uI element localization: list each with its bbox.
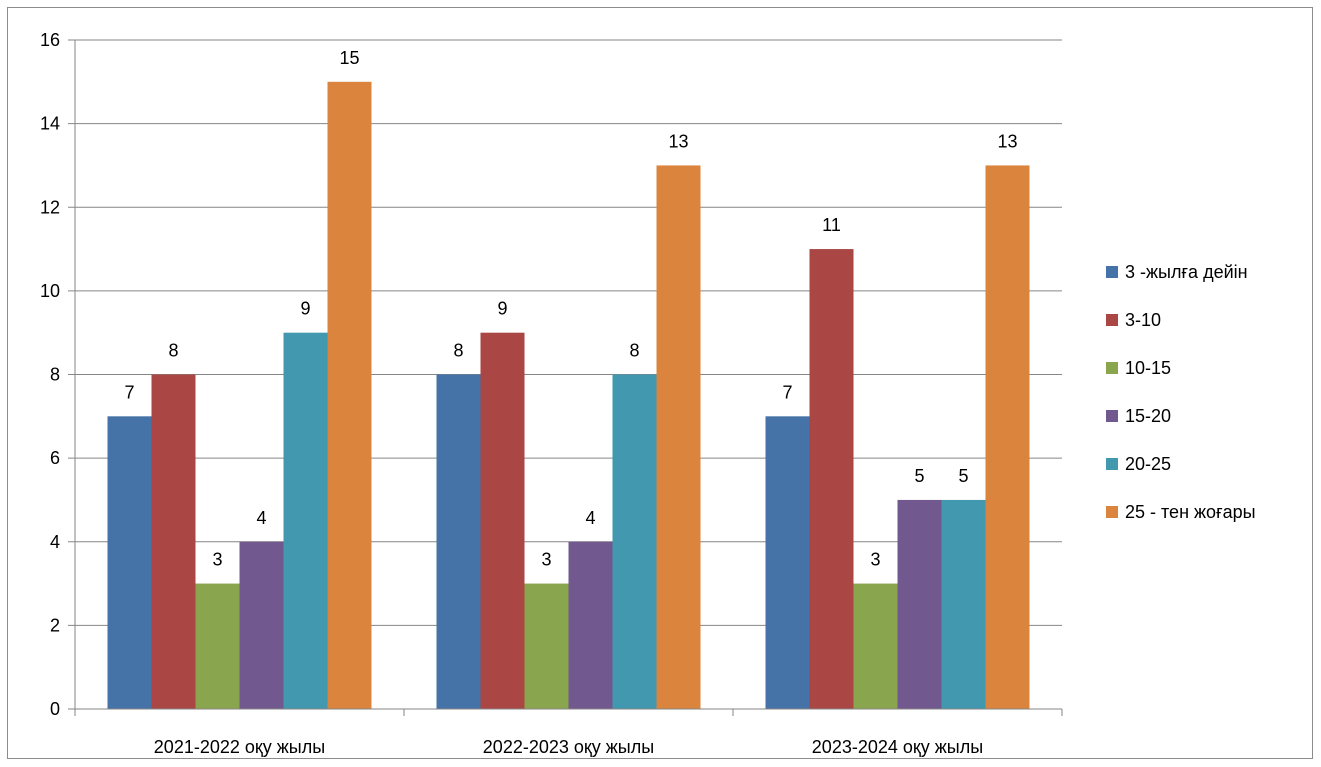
legend-swatch [1106, 410, 1118, 422]
legend-swatch [1106, 458, 1118, 470]
data-label: 9 [300, 299, 310, 319]
y-tick-label: 12 [40, 197, 60, 217]
legend-label: 10-15 [1125, 358, 1171, 378]
axes: 0 2 4 6 8 10 12 14 16 2021-2022 оқу жылы 2022-2023… [40, 30, 1063, 757]
bar [239, 541, 284, 709]
x-category-label: 2021-2022 оқу жылы [154, 737, 325, 757]
legend-swatch [1106, 266, 1118, 278]
data-label: 3 [212, 550, 222, 570]
data-label: 11 [822, 215, 841, 235]
data-label: 15 [339, 48, 359, 68]
data-label: 8 [629, 341, 639, 361]
data-label: 3 [870, 550, 880, 570]
bar [107, 416, 152, 709]
data-label: 4 [256, 508, 266, 528]
bars [107, 81, 1030, 709]
legend-label: 3 -жылға дейін [1125, 262, 1248, 282]
y-tick-label: 16 [40, 30, 60, 50]
chart-border [7, 7, 1313, 759]
data-label: 7 [782, 382, 792, 402]
data-label: 8 [453, 341, 463, 361]
bar [480, 332, 525, 709]
bar [985, 165, 1030, 709]
bar [656, 165, 701, 709]
bar [853, 583, 898, 709]
y-tick-label: 14 [40, 114, 60, 134]
legend-swatch [1106, 506, 1118, 518]
data-label: 13 [668, 131, 688, 151]
bar [195, 583, 240, 709]
x-category-label: 2023-2024 оқу жылы [812, 737, 983, 757]
x-category-label: 2022-2023 оқу жылы [483, 737, 654, 757]
y-tick-label: 6 [50, 448, 60, 468]
bar [283, 332, 328, 709]
legend-label: 15-20 [1125, 406, 1171, 426]
bar [809, 249, 854, 709]
y-tick-label: 10 [40, 281, 60, 301]
data-label: 8 [168, 341, 178, 361]
legend-label: 3-10 [1125, 310, 1161, 330]
bar [765, 416, 810, 709]
data-labels: 7 8 3 4 9 15 8 9 3 4 8 13 7 11 3 5 5 13 [124, 48, 1017, 570]
y-tick-label: 0 [50, 699, 60, 719]
data-label: 13 [997, 131, 1017, 151]
bar [612, 374, 657, 709]
legend-label: 25 - тен жоғары [1125, 502, 1256, 522]
bar [568, 541, 613, 709]
bar [941, 499, 986, 709]
bar [327, 81, 372, 709]
legend: 3 -жылға дейін 3-10 10-15 15-20 20-25 25 - те… [1106, 262, 1256, 522]
legend-swatch [1106, 314, 1118, 326]
legend-swatch [1106, 362, 1118, 374]
data-label: 5 [914, 466, 924, 486]
legend-label: 20-25 [1125, 454, 1171, 474]
data-label: 3 [541, 550, 551, 570]
y-tick-label: 4 [50, 532, 60, 552]
bar [524, 583, 569, 709]
y-tick-label: 8 [50, 365, 60, 385]
data-label: 9 [497, 299, 507, 319]
bar [436, 374, 481, 709]
data-label: 5 [958, 466, 968, 486]
bar [897, 499, 942, 709]
data-label: 4 [585, 508, 595, 528]
y-tick-label: 2 [50, 615, 60, 635]
data-label: 7 [124, 382, 134, 402]
bar [151, 374, 196, 709]
